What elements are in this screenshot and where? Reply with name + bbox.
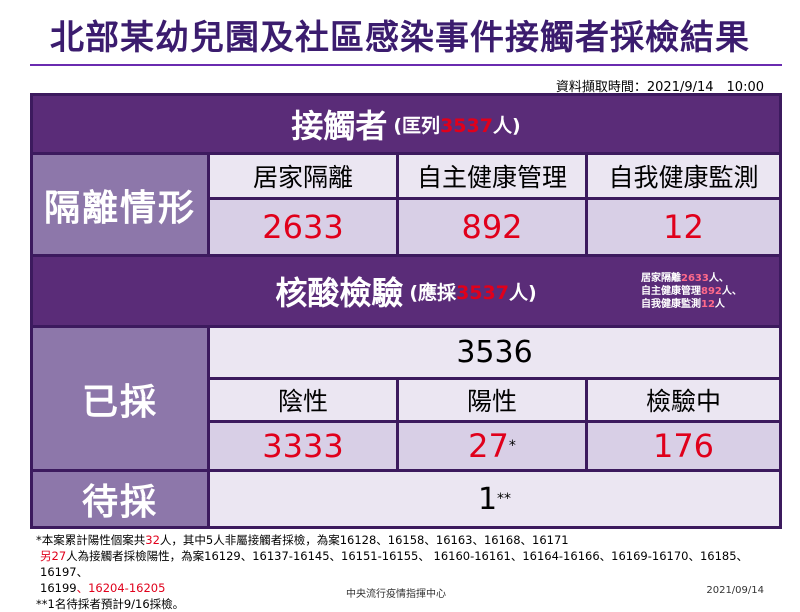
pending-value: 1 **: [210, 472, 779, 526]
footnote-line-2: 另27人為接觸者採檢陽性，為案16129、16137-16145、16151-1…: [40, 549, 749, 579]
footnotes: *本案累計陽性個案共32人，其中5人非屬接觸者採檢，為案16128、16158、…: [36, 532, 796, 612]
footer-date: 2021/09/14: [706, 585, 764, 596]
col-self-health-management: 自主健康管理: [399, 155, 585, 197]
results-table: 接觸者 (匡列3537人) 隔離情形 居家隔離 自主健康管理 自我健康監測 26…: [30, 93, 782, 529]
nucleic-sub: (應採3537人): [409, 281, 537, 304]
value-negative: 3333: [210, 423, 396, 469]
footer-organization: 中央流行疫情指揮中心: [346, 589, 446, 600]
contacts-sub: (匡列3537人): [393, 114, 521, 137]
nucleic-label: 核酸檢驗: [275, 274, 404, 312]
page-title: 北部某幼兒園及社區感染事件接觸者採檢結果: [50, 18, 750, 58]
footnote-line-1: *本案累計陽性個案共32人，其中5人非屬接觸者採檢，為案16128、16158、…: [36, 533, 569, 547]
col-home-isolation: 居家隔離: [210, 155, 396, 197]
col-negative: 陰性: [210, 380, 396, 420]
data-timestamp: 資料擷取時間：2021/9/14 10:00: [555, 80, 764, 95]
sampled-side-label: 已採: [33, 328, 207, 469]
isolation-side-label: 隔離情形: [33, 155, 207, 254]
value-testing: 176: [588, 423, 779, 469]
title-divider: [30, 64, 782, 66]
col-testing: 檢驗中: [588, 380, 779, 420]
nucleic-test-header: 核酸檢驗 (應採3537人) 居家隔離2633人、 自主健康管理892人、 自我…: [33, 257, 779, 325]
value-home-isolation: 2633: [210, 200, 396, 254]
pending-footnote-mark: **: [497, 491, 512, 507]
col-self-health-monitoring: 自我健康監測: [588, 155, 779, 197]
contacts-header: 接觸者 (匡列3537人): [33, 96, 779, 152]
contacts-label: 接觸者: [291, 107, 388, 145]
value-positive: 27 *: [399, 423, 585, 469]
footnote-line-3: 16199、16204-16205: [40, 581, 166, 595]
nucleic-breakdown-note: 居家隔離2633人、 自主健康管理892人、 自我健康監測12人: [641, 272, 742, 310]
pending-side-label: 待採: [33, 472, 207, 526]
col-positive: 陽性: [399, 380, 585, 420]
value-self-health-monitoring: 12: [588, 200, 779, 254]
value-self-health-management: 892: [399, 200, 585, 254]
positive-footnote-mark: *: [508, 438, 516, 454]
sampled-total: 3536: [210, 328, 779, 377]
